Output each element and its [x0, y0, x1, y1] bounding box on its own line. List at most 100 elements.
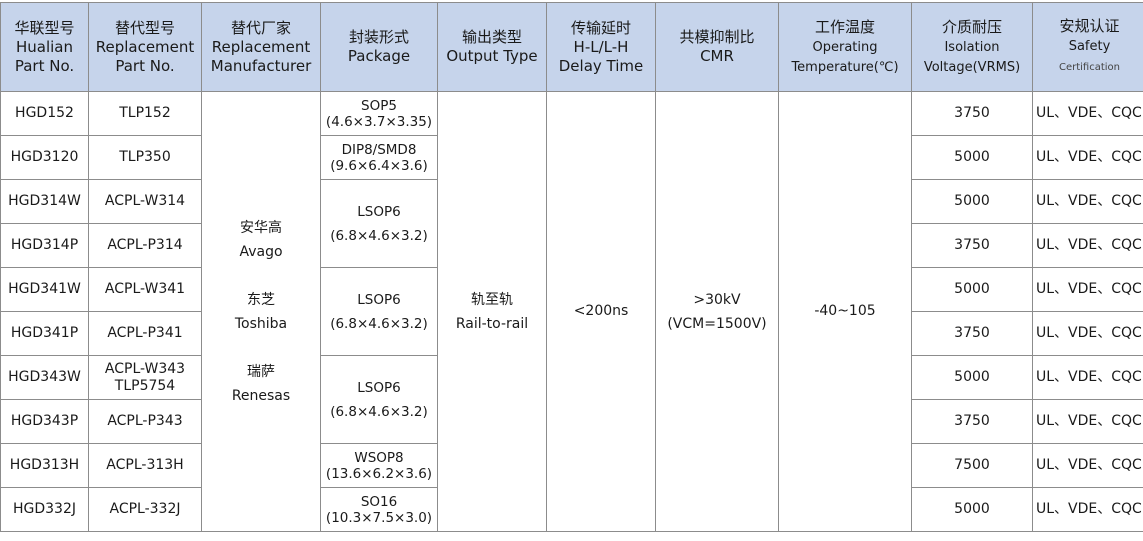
cell-text: <200ns [574, 303, 629, 319]
part-no-cell: HGD341P [1, 312, 89, 356]
package-cell: LSOP6(6.8×4.6×3.2) [321, 268, 438, 356]
cell-text: 华联型号 [14, 19, 74, 37]
cell-text: Output Type [446, 47, 537, 65]
cell-text: Rail-to-rail [456, 316, 528, 332]
cell-text: 3750 [954, 105, 990, 121]
replacement-cell: ACPL-P341 [89, 312, 202, 356]
cell-text: HGD3120 [11, 149, 79, 165]
cell-text: Isolation [944, 40, 999, 55]
cell-text: 工作温度 [815, 18, 875, 36]
cell-text: 封装形式 [349, 28, 409, 46]
cell-text: 3750 [954, 237, 990, 253]
cell-text: UL、VDE、CQC [1036, 501, 1142, 517]
cell-text: ACPL-W343 [105, 361, 185, 377]
cell-text: WSOP8 [354, 450, 403, 466]
cell-text: Toshiba [235, 316, 287, 332]
cell-text: UL、VDE、CQC [1036, 193, 1142, 209]
cell-text: Replacement [212, 38, 311, 56]
cell-text: UL、VDE、CQC [1036, 413, 1142, 429]
cell-text: ACPL-P314 [107, 237, 182, 253]
cert-cell: UL、VDE、CQC [1033, 92, 1143, 136]
cert-cell: UL、VDE、CQC [1033, 444, 1143, 488]
replacement-cell: TLP152 [89, 92, 202, 136]
cell-text: ACPL-P341 [107, 325, 182, 341]
cell-text: 安华高 [240, 220, 282, 236]
voltage-cell: 3750 [912, 312, 1033, 356]
voltage-cell: 5000 [912, 180, 1033, 224]
cell-text: ACPL-W341 [105, 281, 185, 297]
cell-text: 输出类型 [462, 28, 522, 46]
cert-cell: UL、VDE、CQC [1033, 400, 1143, 444]
cell-text: 3750 [954, 413, 990, 429]
cell-text: SOP5 [361, 98, 397, 114]
cell-text: HGD314W [8, 193, 81, 209]
cell-text: (6.8×4.6×3.2) [330, 316, 428, 332]
cell-text: H-L/L-H [574, 38, 629, 56]
cell-text: TLP350 [119, 149, 171, 165]
cell-text: 5000 [954, 369, 990, 385]
cell-text: UL、VDE、CQC [1036, 149, 1142, 165]
cell-text: TLP5754 [115, 378, 175, 394]
package-cell: WSOP8(13.6×6.2×3.6) [321, 444, 438, 488]
voltage-cell: 5000 [912, 268, 1033, 312]
cell-text: Safety [1069, 39, 1111, 54]
part-no-cell: HGD3120 [1, 136, 89, 180]
part-no-cell: HGD314P [1, 224, 89, 268]
cell-text: HGD343W [8, 369, 81, 385]
cell-text: 东芝 [247, 292, 275, 308]
cell-text: -40~105 [814, 303, 875, 319]
cell-text: (VCM=1500V) [667, 316, 766, 332]
cell-text: Delay Time [559, 57, 644, 75]
cell-text: 5000 [954, 281, 990, 297]
replacement-cell: ACPL-313H [89, 444, 202, 488]
replacement-cell: TLP350 [89, 136, 202, 180]
cell-text: LSOP6 [357, 380, 400, 396]
cell-text: HGD332J [13, 501, 76, 517]
cell-text: Renesas [232, 388, 290, 404]
cell-text: ACPL-332J [109, 501, 180, 517]
cell-text: >30kV [693, 292, 740, 308]
cell-text: HGD341W [8, 281, 81, 297]
cell-text: 瑞萨 [247, 364, 275, 380]
cell-text: Certification [1059, 62, 1120, 73]
part-no-cell: HGD343W [1, 356, 89, 400]
replacement-cell: ACPL-P343 [89, 400, 202, 444]
cell-text: 替代型号 [115, 19, 175, 37]
cell-text: Manufacturer [211, 57, 312, 75]
part-no-cell: HGD314W [1, 180, 89, 224]
cell-text: HGD343P [11, 413, 78, 429]
part-no-cell: HGD313H [1, 444, 89, 488]
cell-text: DIP8/SMD8 [342, 142, 417, 158]
cell-text: 共模抑制比 [679, 28, 754, 46]
cert-cell: UL、VDE、CQC [1033, 136, 1143, 180]
cell-text: Voltage(VRMS) [924, 60, 1020, 75]
cell-text: 5000 [954, 501, 990, 517]
cell-text: 轨至轨 [471, 292, 513, 308]
cell-text: Hualian [16, 38, 73, 56]
cell-text: SO16 [361, 494, 397, 510]
package-cell: LSOP6(6.8×4.6×3.2) [321, 356, 438, 444]
cell-text: LSOP6 [357, 204, 400, 220]
cert-cell: UL、VDE、CQC [1033, 224, 1143, 268]
cell-text: (13.6×6.2×3.6) [326, 466, 432, 482]
package-cell: DIP8/SMD8(9.6×6.4×3.6) [321, 136, 438, 180]
voltage-cell: 5000 [912, 488, 1033, 532]
cell-text: Temperature(℃) [791, 60, 898, 75]
cell-text: ACPL-W314 [105, 193, 185, 209]
part-no-cell: HGD343P [1, 400, 89, 444]
part-no-cell: HGD152 [1, 92, 89, 136]
voltage-cell: 7500 [912, 444, 1033, 488]
cell-text: Part No. [15, 57, 74, 75]
cell-text: 3750 [954, 325, 990, 341]
